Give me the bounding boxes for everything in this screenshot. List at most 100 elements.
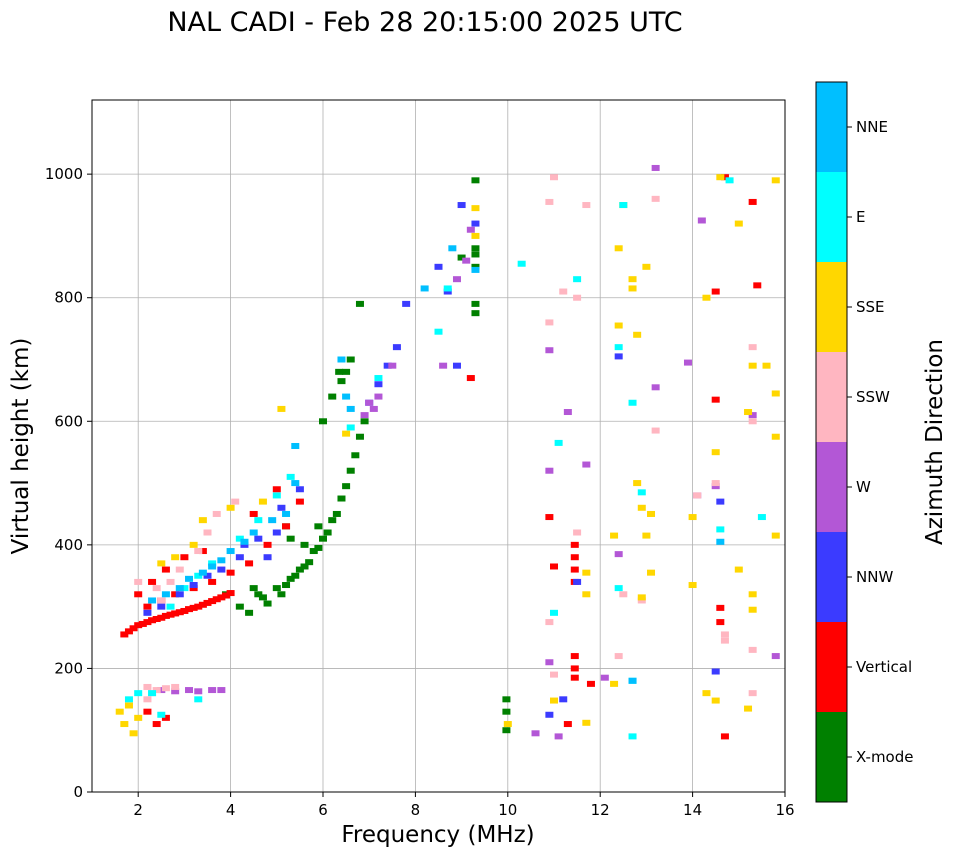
point-nne [282,510,291,517]
point-x-mode [471,245,480,252]
point-vertical [212,596,221,603]
point-nne [217,557,226,564]
point-w [554,733,563,740]
point-e [757,514,766,521]
point-e [637,489,646,496]
point-x-mode [235,603,244,610]
colorbar-tick-label: SSE [856,298,885,316]
point-vertical [208,578,217,585]
x-tick-label: 12 [591,801,610,819]
point-vertical [138,620,147,627]
point-e [443,285,452,292]
point-ssw [693,492,702,499]
point-vertical [120,631,129,638]
point-ssw [748,646,757,653]
point-ssw [171,683,180,690]
point-nnw [272,529,281,536]
point-vertical [134,591,143,598]
point-vertical [180,607,189,614]
point-sse [688,514,697,521]
y-tick-label: 0 [73,783,83,801]
point-nnw [277,504,286,511]
point-nnw [452,362,461,369]
point-sse [171,554,180,561]
point-x-mode [286,575,295,582]
point-x-mode [502,696,511,703]
point-ssw [231,498,240,505]
point-nnw [374,381,383,388]
point-nne [342,393,351,400]
point-x-mode [335,368,344,375]
point-x-mode [277,591,286,598]
point-vertical [748,198,757,205]
point-vertical [161,566,170,573]
point-w [360,412,369,419]
point-x-mode [291,572,300,579]
point-e [346,424,355,431]
point-sse [189,541,198,548]
point-nnw [573,578,582,585]
point-sse [642,263,651,270]
point-vertical [563,721,572,728]
point-x-mode [360,418,369,425]
point-e [286,473,295,480]
x-tick-label: 2 [133,801,143,819]
point-vertical [295,498,304,505]
colorbar: X-mode Vertical NNW W SSW SSE E NNE [815,81,913,803]
point-ssw [550,671,558,678]
point-sse [748,591,757,598]
point-x-mode [328,517,337,524]
point-vertical [570,566,579,573]
point-w [531,730,540,737]
point-ssw [614,653,623,660]
colorbar-tick-label: E [856,208,865,226]
colorbar-segment [816,82,847,172]
point-e [194,696,203,703]
point-sse [471,232,480,239]
point-nnw [402,300,411,307]
point-w [614,551,623,558]
point-x-mode [328,393,337,400]
point-vertical [282,523,291,530]
point-vertical [129,625,138,632]
point-e [134,690,143,697]
point-vertical [198,548,207,555]
y-tick-label: 600 [54,412,83,430]
point-vertical [166,611,175,618]
point-e [235,535,244,542]
point-nne [628,677,637,684]
plot-frame [91,99,786,793]
point-ssw [559,288,568,295]
point-nnw [716,498,725,505]
point-sse [702,294,711,301]
point-nne [716,538,725,545]
point-nne [198,569,207,576]
y-tick-label: 1000 [45,165,83,183]
point-ssw [143,683,152,690]
chart-title: NAL CADI - Feb 28 20:15:00 2025 UTC [167,7,682,38]
point-vertical [263,541,272,548]
point-e [272,492,281,499]
point-sse [503,721,512,728]
point-sse [628,276,637,283]
point-e [166,603,175,610]
point-vertical [226,569,235,576]
point-sse [711,449,720,456]
point-w [600,674,609,681]
point-e [208,560,217,567]
point-w [545,467,554,474]
point-e [619,202,628,209]
point-nne [175,585,184,592]
point-w [452,276,461,283]
point-sse [134,714,143,721]
point-nne [420,285,429,292]
point-nnw [263,554,272,561]
point-nnw [189,582,198,589]
point-nne [148,597,157,604]
point-sse [120,721,129,728]
point-nnw [254,535,263,542]
point-x-mode [305,559,314,566]
point-sse [647,569,656,576]
point-w [194,688,203,695]
point-sse [734,220,743,227]
